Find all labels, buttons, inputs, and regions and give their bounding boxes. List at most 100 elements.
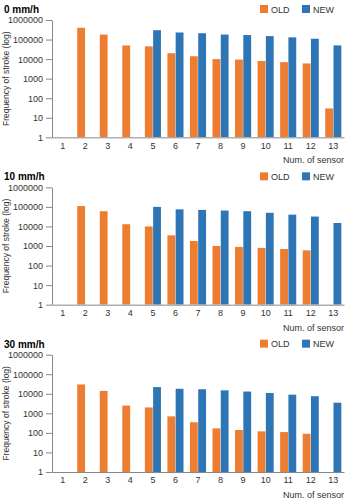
legend-label: OLD <box>271 5 290 15</box>
bars <box>77 384 341 472</box>
bar <box>303 250 311 304</box>
bar <box>77 206 85 305</box>
bar <box>176 209 184 304</box>
y-tick-label: 10000 <box>18 54 43 64</box>
x-tick-label: 2 <box>83 308 88 318</box>
y-tick: 10 <box>33 113 52 123</box>
y-tick-mark <box>46 305 52 306</box>
bar <box>266 393 274 472</box>
bar <box>235 430 243 472</box>
bar <box>100 391 108 472</box>
legend: OLD NEW <box>260 5 335 15</box>
x-tick-label: 2 <box>83 475 88 485</box>
y-tick-mark <box>46 118 52 119</box>
y-tick: 100 <box>28 261 52 271</box>
y-tick-label: 1 <box>38 467 43 477</box>
x-tick-label: 7 <box>195 141 200 151</box>
bar <box>280 249 288 305</box>
x-tick: 6 <box>173 472 178 485</box>
x-tick-label: 11 <box>284 475 293 485</box>
y-tick: 1000000 <box>8 15 52 25</box>
x-tick-label: 3 <box>105 141 110 151</box>
y-tick: 100 <box>28 94 52 104</box>
x-tick-label: 3 <box>105 475 110 485</box>
x-tick-label: 1 <box>60 475 65 485</box>
x-tick-label: 6 <box>173 308 178 318</box>
plot-area: 1101001000100001000001000000123456789101… <box>8 183 345 318</box>
chart-title: 0 mm/h <box>4 4 39 15</box>
panel: 1101001000100001000001000000123456789101… <box>1 171 345 332</box>
legend-label: OLD <box>271 172 290 182</box>
x-tick-label: 7 <box>195 475 200 485</box>
y-tick-mark <box>46 266 52 267</box>
x-axis-title: Num. of sensor <box>283 323 344 333</box>
y-tick: 1000 <box>23 409 52 419</box>
y-tick: 1 <box>38 300 52 310</box>
bar <box>198 33 206 137</box>
x-tick-label: 11 <box>284 141 293 151</box>
y-tick-label: 1000000 <box>8 15 43 25</box>
x-tick: 4 <box>128 137 133 150</box>
y-tick: 100000 <box>13 35 52 45</box>
bar <box>153 207 161 305</box>
y-axis-line <box>52 355 53 472</box>
chart-title: 30 mm/h <box>4 339 45 350</box>
x-axis-title: Num. of sensor <box>283 155 344 165</box>
y-tick-label: 10000 <box>18 222 43 232</box>
y-tick-mark <box>46 207 52 208</box>
x-tick-label: 3 <box>105 308 110 318</box>
y-tick: 1000 <box>23 74 52 84</box>
y-tick-mark <box>46 374 52 375</box>
x-tick-label: 9 <box>241 475 246 485</box>
x-tick: 10 <box>261 305 271 318</box>
x-tick-label: 13 <box>328 141 338 151</box>
bar <box>303 63 311 137</box>
legend-label: NEW <box>313 5 335 15</box>
y-tick: 100000 <box>13 370 52 380</box>
x-tick-label: 8 <box>218 141 223 151</box>
x-tick: 7 <box>195 472 200 485</box>
y-tick: 10000 <box>18 389 52 399</box>
bar <box>311 217 319 305</box>
x-tick: 9 <box>241 137 246 150</box>
x-tick-label: 5 <box>150 308 155 318</box>
legend-label: NEW <box>313 339 335 349</box>
y-tick-label: 1000 <box>23 74 43 84</box>
x-tick-label: 2 <box>83 141 88 151</box>
x-tick-label: 8 <box>218 308 223 318</box>
x-tick: 13 <box>328 472 338 485</box>
y-tick-mark <box>46 79 52 80</box>
y-tick-mark <box>46 394 52 395</box>
y-tick-mark <box>46 472 52 473</box>
bar <box>258 431 266 472</box>
y-axis: 1101001000100001000001000000 <box>8 15 53 142</box>
y-tick-mark <box>46 59 52 60</box>
x-axis: 12345678910111213 <box>53 305 345 318</box>
bar <box>145 407 153 472</box>
x-tick-label: 5 <box>150 475 155 485</box>
y-axis: 1101001000100001000001000000 <box>8 183 53 310</box>
x-tick: 4 <box>128 472 133 485</box>
bar <box>167 53 175 137</box>
bar <box>198 210 206 305</box>
x-tick: 9 <box>241 305 246 318</box>
y-axis-title: Frequency of stroke (log) <box>1 199 11 294</box>
y-tick-label: 100000 <box>13 35 43 45</box>
x-tick: 1 <box>60 137 65 150</box>
y-axis-line <box>52 188 53 305</box>
bar <box>100 35 108 138</box>
x-tick: 4 <box>128 305 133 318</box>
bar <box>311 396 319 472</box>
x-tick: 2 <box>83 137 88 150</box>
bar <box>221 390 229 472</box>
x-tick: 5 <box>150 305 155 318</box>
x-tick: 7 <box>195 305 200 318</box>
x-tick: 8 <box>218 137 223 150</box>
bar <box>176 32 184 137</box>
legend-swatch <box>302 340 310 348</box>
bar <box>167 416 175 472</box>
bar <box>235 60 243 138</box>
x-tick: 8 <box>218 472 223 485</box>
y-tick-label: 100 <box>28 428 43 438</box>
y-tick-label: 100000 <box>13 202 43 212</box>
